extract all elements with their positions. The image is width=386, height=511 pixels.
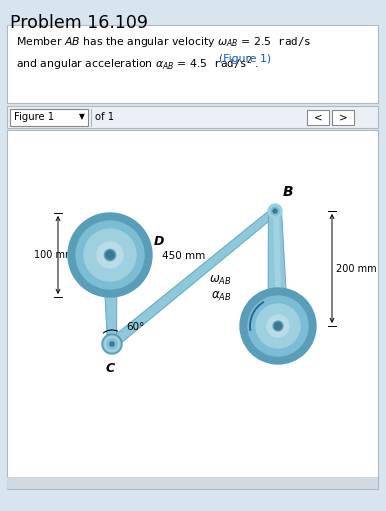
Polygon shape xyxy=(109,208,278,348)
Polygon shape xyxy=(273,211,282,326)
Text: C: C xyxy=(105,362,115,375)
Circle shape xyxy=(110,342,113,345)
Text: D: D xyxy=(154,235,164,247)
Circle shape xyxy=(104,336,120,352)
Circle shape xyxy=(84,229,136,281)
Text: <: < xyxy=(313,112,322,122)
Circle shape xyxy=(256,304,300,348)
Text: and angular acceleration $\alpha_{AB}$ = 4.5  $\mathtt{rad/s}^2$ .: and angular acceleration $\alpha_{AB}$ =… xyxy=(16,54,264,73)
Circle shape xyxy=(102,334,122,354)
Circle shape xyxy=(68,213,152,297)
Polygon shape xyxy=(103,255,117,344)
FancyBboxPatch shape xyxy=(307,110,329,125)
Circle shape xyxy=(109,341,115,347)
Text: A: A xyxy=(288,317,298,331)
Circle shape xyxy=(110,341,115,346)
Text: 60°: 60° xyxy=(126,322,144,332)
Circle shape xyxy=(273,209,277,213)
Text: B: B xyxy=(283,185,294,199)
FancyBboxPatch shape xyxy=(7,130,378,489)
Text: of 1: of 1 xyxy=(95,112,114,122)
Circle shape xyxy=(97,242,123,268)
Circle shape xyxy=(106,251,114,259)
Text: $\alpha_{AB}$: $\alpha_{AB}$ xyxy=(212,289,232,303)
Circle shape xyxy=(76,221,144,289)
Circle shape xyxy=(107,339,117,349)
Polygon shape xyxy=(268,211,288,326)
Circle shape xyxy=(273,321,283,331)
Text: 100 mm: 100 mm xyxy=(34,250,74,260)
Text: Figure 1: Figure 1 xyxy=(14,112,54,122)
Text: $\omega_{AB}$: $\omega_{AB}$ xyxy=(209,273,232,287)
Circle shape xyxy=(240,288,316,364)
Circle shape xyxy=(274,322,281,330)
Circle shape xyxy=(105,337,119,351)
FancyBboxPatch shape xyxy=(10,109,88,126)
Circle shape xyxy=(104,249,115,261)
Text: 450 mm: 450 mm xyxy=(162,250,205,261)
FancyBboxPatch shape xyxy=(332,110,354,125)
Text: 200 mm: 200 mm xyxy=(336,264,377,273)
FancyBboxPatch shape xyxy=(7,477,378,489)
Text: (Figure 1): (Figure 1) xyxy=(219,54,271,64)
Text: >: > xyxy=(339,112,347,122)
Circle shape xyxy=(271,207,279,215)
Circle shape xyxy=(248,296,308,356)
Circle shape xyxy=(267,315,289,337)
Text: Problem 16.109: Problem 16.109 xyxy=(10,14,148,32)
Text: Member $\mathit{AB}$ has the angular velocity $\omega_{AB}$ = 2.5  $\mathtt{rad/: Member $\mathit{AB}$ has the angular vel… xyxy=(16,35,311,49)
Circle shape xyxy=(110,342,114,346)
Text: ▼: ▼ xyxy=(79,112,85,122)
Circle shape xyxy=(107,339,117,349)
FancyBboxPatch shape xyxy=(7,25,378,103)
Circle shape xyxy=(268,204,282,218)
FancyBboxPatch shape xyxy=(7,106,378,128)
